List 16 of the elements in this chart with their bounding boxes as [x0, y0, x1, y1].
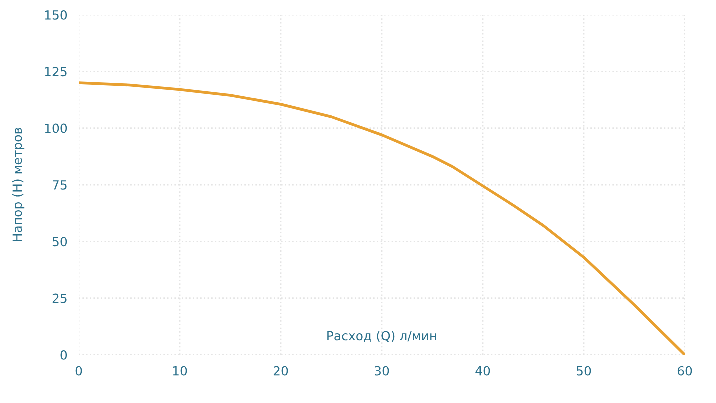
y-tick-label: 150 [45, 10, 68, 20]
y-tick-label: 125 [45, 67, 67, 77]
y-tick-label: 25 [52, 294, 67, 304]
x-tick-label: 30 [375, 366, 390, 376]
x-axis-title: Расход (Q) л/мин [328, 331, 436, 342]
y-tick-label: 0 [60, 350, 68, 360]
x-tick-label: 0 [76, 366, 82, 376]
x-tick-label: 50 [577, 366, 592, 376]
x-tick-label: 20 [274, 366, 288, 376]
x-tick-label: 60 [678, 366, 692, 376]
y-tick-label: 75 [53, 180, 67, 190]
x-tick-label: 40 [476, 366, 490, 376]
x-tick-label: 10 [173, 366, 188, 376]
y-tick-label: 50 [52, 237, 68, 247]
y-axis-title: Напор (H) метров [12, 128, 25, 242]
y-tick-label: 100 [45, 124, 68, 134]
